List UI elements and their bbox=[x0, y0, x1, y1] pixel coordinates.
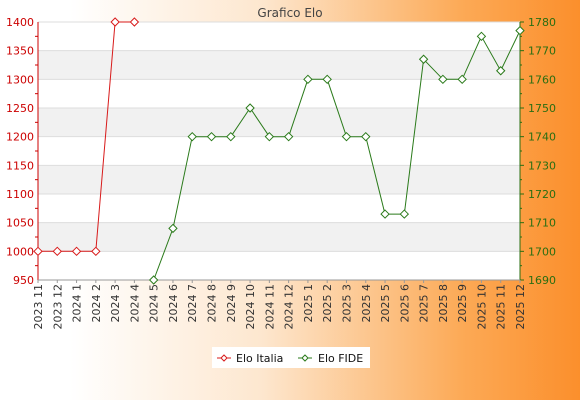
legend-item-elo-fide: Elo FIDE bbox=[298, 352, 363, 365]
left-tick-label: 950 bbox=[13, 274, 34, 287]
grid-band bbox=[38, 165, 520, 194]
x-tick-label: 2024 8 bbox=[206, 284, 219, 323]
x-tick-label: 2025 1 bbox=[302, 284, 315, 323]
legend-box bbox=[212, 347, 370, 368]
series-elo-italia bbox=[33, 17, 140, 257]
left-axis: 950 1000 1050 1100 1150 1200 1250 1300 1350 1400 bbox=[6, 16, 39, 287]
x-tick-label: 2024 12 bbox=[283, 284, 296, 330]
x-tick-label: 2025 5 bbox=[379, 284, 392, 323]
right-tick-label: 1760 bbox=[528, 73, 556, 86]
data-point bbox=[322, 74, 332, 85]
legend-label-elo-italia: Elo Italia bbox=[236, 352, 283, 365]
x-tick-label: 2025 11 bbox=[495, 284, 508, 330]
legend-marker-elo-italia bbox=[220, 354, 228, 362]
legend: Elo Italia Elo FIDE bbox=[212, 347, 370, 368]
data-point bbox=[380, 209, 390, 219]
legend-label-elo-fide: Elo FIDE bbox=[318, 352, 363, 365]
x-tick-label: 2025 4 bbox=[360, 284, 373, 323]
data-point bbox=[515, 25, 525, 36]
right-tick-label: 1710 bbox=[528, 217, 556, 230]
legend-marker-elo-fide bbox=[301, 354, 309, 362]
left-tick-label: 1150 bbox=[6, 159, 34, 172]
data-point bbox=[168, 223, 178, 234]
grid-band bbox=[38, 50, 520, 80]
x-tick-label: 2024 7 bbox=[186, 284, 199, 323]
data-point bbox=[129, 17, 140, 27]
left-tick-label: 1050 bbox=[6, 217, 34, 230]
data-point bbox=[438, 74, 448, 85]
right-tick-label: 1700 bbox=[528, 245, 556, 258]
data-point bbox=[245, 103, 255, 113]
legend-item-elo-italia: Elo Italia bbox=[217, 352, 283, 365]
data-point bbox=[457, 74, 467, 85]
series-elo-fide bbox=[148, 25, 525, 285]
x-tick-label: 2023 11 bbox=[32, 284, 45, 330]
right-tick-label: 1740 bbox=[528, 131, 556, 144]
plot-area bbox=[38, 22, 520, 280]
x-tick-label: 2025 8 bbox=[437, 284, 450, 323]
x-tick-label: 2025 10 bbox=[475, 284, 488, 330]
right-tick-label: 1720 bbox=[528, 188, 556, 201]
data-point bbox=[71, 246, 82, 257]
x-tick-label: 2024 3 bbox=[109, 284, 122, 323]
left-tick-label: 1100 bbox=[6, 188, 34, 201]
x-tick-label: 2024 9 bbox=[225, 284, 238, 323]
data-point bbox=[91, 246, 101, 257]
series-layer bbox=[33, 17, 525, 285]
x-tick-label: 2025 9 bbox=[456, 284, 469, 323]
left-tick-label: 1000 bbox=[6, 245, 34, 258]
data-point bbox=[283, 131, 294, 142]
grid-band bbox=[38, 108, 520, 137]
x-tick-label: 2025 3 bbox=[340, 284, 353, 323]
right-tick-label: 1750 bbox=[528, 102, 556, 115]
x-tick-label: 2024 11 bbox=[263, 284, 276, 330]
right-tick-label: 1730 bbox=[528, 159, 556, 172]
x-tick-label: 2024 2 bbox=[90, 284, 103, 323]
data-point bbox=[418, 54, 429, 64]
data-point bbox=[110, 17, 120, 27]
data-point bbox=[476, 31, 487, 42]
x-axis: 2023 11 2023 12 2024 1 2024 2 2024 3 2024 4 20… bbox=[32, 279, 527, 330]
x-tick-label: 2024 1 bbox=[71, 284, 84, 323]
right-axis: 1690 1700 1710 1720 1730 1740 1750 1760 1770 1780 bbox=[519, 16, 556, 287]
left-tick-label: 1250 bbox=[6, 102, 34, 115]
x-tick-label: 2023 12 bbox=[51, 284, 64, 330]
x-tick-label: 2024 4 bbox=[128, 284, 141, 323]
data-point bbox=[496, 66, 506, 76]
data-point bbox=[52, 246, 62, 257]
left-tick-label: 1200 bbox=[6, 131, 34, 144]
data-point bbox=[361, 131, 371, 142]
grid-band bbox=[38, 222, 520, 252]
data-point bbox=[148, 275, 159, 285]
data-point bbox=[187, 131, 197, 142]
data-point bbox=[264, 131, 275, 142]
left-tick-label: 1350 bbox=[6, 45, 34, 58]
right-tick-label: 1770 bbox=[528, 45, 556, 58]
data-point bbox=[399, 209, 410, 219]
x-tick-label: 2025 6 bbox=[398, 284, 411, 323]
left-tick-label: 1400 bbox=[6, 16, 34, 29]
x-tick-label: 2025 7 bbox=[418, 284, 431, 323]
x-tick-label: 2024 5 bbox=[148, 284, 161, 323]
x-tick-label: 2024 6 bbox=[167, 284, 180, 323]
data-point bbox=[226, 131, 236, 142]
right-tick-label: 1780 bbox=[528, 16, 556, 29]
x-tick-label: 2025 2 bbox=[321, 284, 334, 323]
right-tick-label: 1690 bbox=[528, 274, 556, 287]
data-point bbox=[206, 131, 217, 142]
chart-title: Grafico Elo bbox=[257, 6, 322, 20]
x-tick-label: 2024 10 bbox=[244, 284, 257, 330]
data-point bbox=[303, 74, 313, 85]
x-tick-label: 2025 12 bbox=[514, 284, 527, 330]
left-tick-label: 1300 bbox=[6, 73, 34, 86]
data-point bbox=[341, 131, 352, 142]
data-point bbox=[33, 246, 43, 257]
